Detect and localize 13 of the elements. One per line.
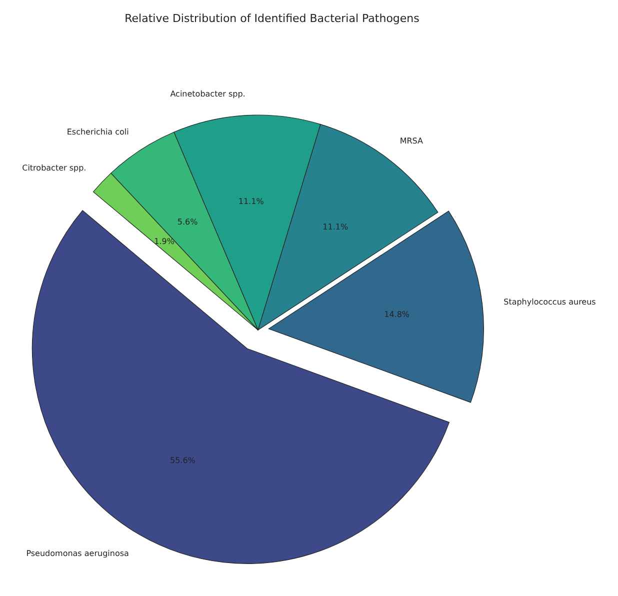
data-label: 55.6% <box>170 456 196 466</box>
slice-label: Acinetobacter spp. <box>170 90 246 99</box>
slice-label: Escherichia coli <box>66 128 129 137</box>
chart-title: Relative Distribution of Identified Bacterial Pathogens <box>124 12 420 25</box>
data-label: 11.1% <box>238 196 264 206</box>
data-label: 14.8% <box>384 310 410 319</box>
slice-label: Staphylococcus aureus <box>504 297 596 306</box>
slice-label: MRSA <box>400 136 424 146</box>
data-label: 5.6% <box>177 218 198 227</box>
slice-label: Citrobacter spp. <box>22 163 86 172</box>
slice-label: Pseudomonas aeruginosa <box>26 549 130 558</box>
data-label: 11.1% <box>322 222 348 232</box>
data-label: 1.9% <box>154 237 175 246</box>
